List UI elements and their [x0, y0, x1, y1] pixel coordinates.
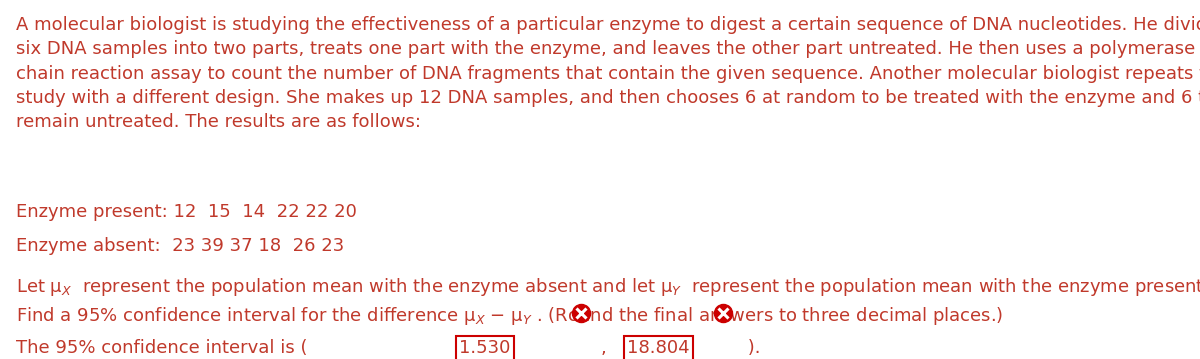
Text: Enzyme absent:  23 39 37 18  26 23: Enzyme absent: 23 39 37 18 26 23 — [16, 237, 344, 255]
Text: ).: ). — [742, 339, 761, 357]
Text: A molecular biologist is studying the effectiveness of a particular enzyme to di: A molecular biologist is studying the ef… — [16, 16, 1200, 131]
Text: Find a 95% confidence interval for the difference μ$_X$ − μ$_Y$ . (Round the fin: Find a 95% confidence interval for the d… — [16, 305, 1003, 327]
Text: 1.530: 1.530 — [460, 339, 511, 357]
Text: 18.804: 18.804 — [626, 339, 690, 357]
Text: Enzyme present: 12  15  14  22 22 20: Enzyme present: 12 15 14 22 22 20 — [16, 203, 356, 221]
Text: Let μ$_X$  represent the population mean with the enzyme absent and let μ$_Y$  r: Let μ$_X$ represent the population mean … — [16, 276, 1200, 298]
Text: The 95% confidence interval is (: The 95% confidence interval is ( — [16, 339, 313, 357]
Text: ,: , — [600, 339, 612, 357]
